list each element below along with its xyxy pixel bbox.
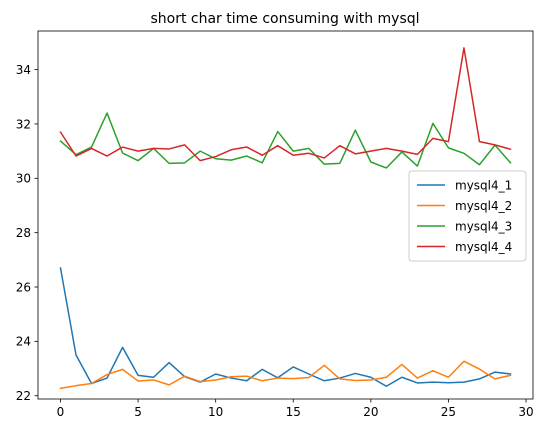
x-tick-label: 10: [208, 405, 223, 419]
legend-label-mysql4_2: mysql4_2: [455, 199, 512, 213]
y-tick-label: 28: [16, 226, 31, 240]
series-line-mysql4_3: [59, 112, 512, 169]
series-line-mysql4_2: [59, 360, 512, 390]
series-line-mysql4_1: [59, 267, 512, 387]
y-tick-label: 34: [16, 63, 31, 77]
legend-label-mysql4_4: mysql4_4: [455, 240, 512, 254]
x-tick-label: 15: [286, 405, 301, 419]
legend-label-mysql4_1: mysql4_1: [455, 178, 512, 192]
x-tick-label: 30: [518, 405, 533, 419]
y-tick-label: 30: [16, 172, 31, 186]
y-tick-label: 22: [16, 389, 31, 403]
legend-label-mysql4_3: mysql4_3: [455, 219, 512, 233]
y-tick-label: 32: [16, 117, 31, 131]
legend-box: [408, 170, 527, 262]
chart-title: short char time consuming with mysql: [150, 11, 419, 27]
x-tick-label: 25: [441, 405, 456, 419]
series-line-mysql4_4: [59, 47, 512, 162]
x-tick-label: 0: [57, 405, 65, 419]
axes-frame: [37, 30, 534, 400]
y-tick-label: 26: [16, 280, 31, 294]
x-tick-label: 20: [363, 405, 378, 419]
x-tick-label: 5: [134, 405, 142, 419]
y-tick-label: 24: [16, 335, 31, 349]
